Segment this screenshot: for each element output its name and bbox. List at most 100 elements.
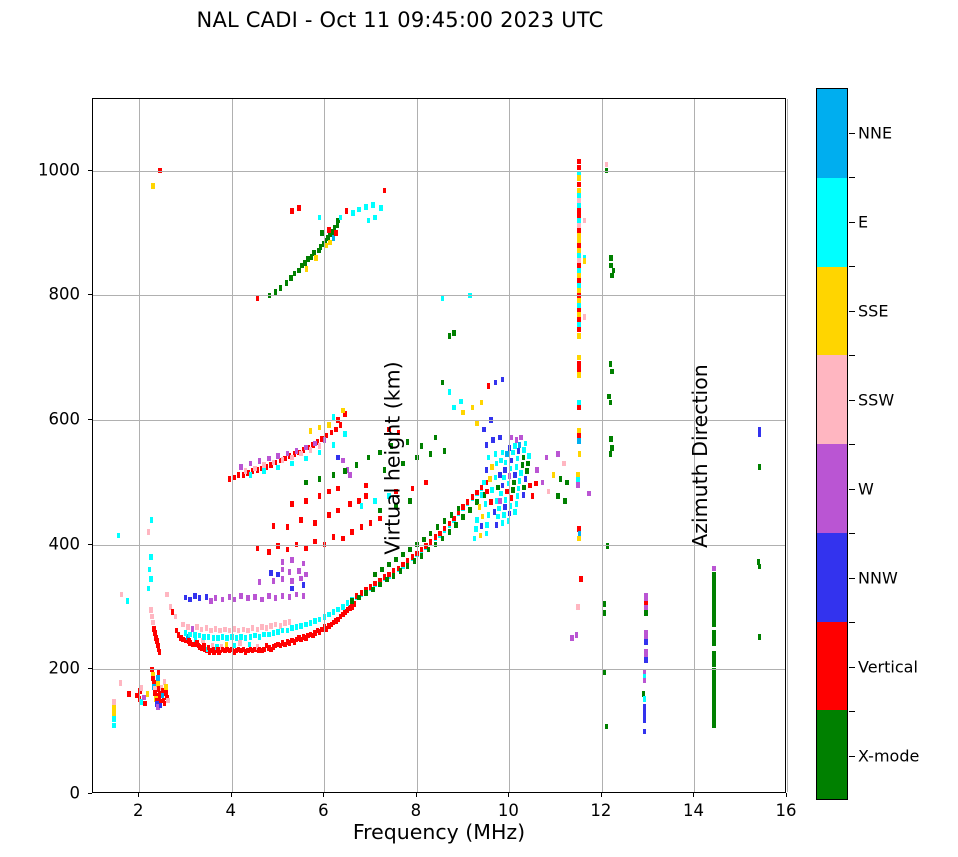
data-point bbox=[151, 619, 155, 626]
data-point bbox=[274, 595, 278, 602]
data-point bbox=[526, 460, 530, 467]
data-point bbox=[183, 637, 188, 644]
data-point bbox=[378, 578, 382, 584]
data-point bbox=[338, 214, 343, 221]
data-point bbox=[150, 613, 154, 620]
data-point bbox=[371, 586, 375, 593]
data-point bbox=[394, 556, 398, 563]
data-point bbox=[577, 207, 581, 214]
data-point bbox=[274, 459, 278, 466]
data-point bbox=[162, 678, 167, 685]
data-point bbox=[373, 580, 377, 587]
data-point bbox=[514, 501, 519, 507]
colorbar-tick bbox=[849, 666, 855, 668]
data-point bbox=[712, 591, 716, 598]
data-point bbox=[253, 646, 257, 653]
data-point bbox=[304, 571, 308, 578]
data-point bbox=[304, 479, 308, 486]
colorbar-band-e[interactable] bbox=[817, 177, 847, 267]
data-point bbox=[135, 692, 139, 699]
colorbar[interactable] bbox=[816, 88, 848, 800]
colorbar-band-ssw[interactable] bbox=[817, 355, 847, 444]
data-point bbox=[243, 649, 248, 655]
data-point bbox=[276, 571, 280, 578]
data-point bbox=[317, 424, 322, 431]
data-point bbox=[304, 621, 308, 628]
colorbar-band-w[interactable] bbox=[817, 444, 847, 533]
data-point bbox=[246, 647, 250, 654]
data-point bbox=[232, 642, 236, 649]
data-point bbox=[227, 476, 232, 483]
data-point bbox=[304, 444, 308, 451]
data-point bbox=[440, 535, 445, 542]
data-point bbox=[290, 585, 294, 592]
data-point bbox=[327, 611, 331, 618]
data-point bbox=[577, 158, 581, 165]
data-point bbox=[516, 448, 521, 454]
data-point bbox=[609, 255, 613, 261]
colorbar-boundary-tick bbox=[849, 711, 855, 712]
data-point bbox=[577, 181, 581, 188]
data-point bbox=[442, 525, 447, 532]
colorbar-band-nne[interactable] bbox=[817, 89, 847, 178]
data-point bbox=[327, 511, 331, 518]
data-point bbox=[290, 460, 294, 467]
data-point bbox=[262, 462, 266, 468]
colorbar-label-nne: NNE bbox=[858, 123, 893, 142]
data-point bbox=[424, 479, 428, 486]
data-point bbox=[576, 482, 580, 488]
data-point bbox=[644, 592, 648, 599]
data-point bbox=[712, 586, 716, 593]
data-point bbox=[151, 183, 155, 190]
data-point bbox=[188, 596, 192, 603]
data-point bbox=[511, 487, 515, 493]
data-point bbox=[577, 428, 581, 435]
data-point bbox=[577, 307, 581, 314]
colorbar-band-sse[interactable] bbox=[817, 266, 847, 356]
data-point bbox=[213, 626, 218, 632]
colorbar-label-ssw: SSW bbox=[858, 390, 895, 409]
data-point bbox=[609, 435, 613, 442]
data-point bbox=[497, 505, 501, 512]
data-point bbox=[519, 434, 523, 441]
data-point bbox=[577, 282, 581, 289]
data-point bbox=[341, 457, 345, 464]
data-point bbox=[292, 451, 296, 458]
data-point bbox=[309, 253, 314, 260]
data-point bbox=[267, 549, 271, 555]
data-point bbox=[268, 292, 272, 299]
data-point bbox=[299, 636, 303, 643]
colorbar-band-vertical[interactable] bbox=[817, 621, 847, 711]
data-point bbox=[608, 451, 612, 458]
data-point bbox=[186, 624, 190, 630]
data-point bbox=[348, 501, 352, 507]
data-point bbox=[223, 626, 227, 633]
data-point bbox=[447, 529, 451, 535]
data-point bbox=[712, 635, 716, 641]
data-point bbox=[712, 660, 716, 667]
data-point bbox=[271, 459, 276, 466]
data-point bbox=[494, 460, 499, 467]
x-axis-tick-label: 16 bbox=[775, 801, 797, 820]
x-axis-tick-label: 6 bbox=[318, 801, 329, 820]
colorbar-band-nnw[interactable] bbox=[817, 532, 847, 622]
data-point bbox=[285, 546, 290, 553]
data-point bbox=[378, 515, 382, 522]
data-point bbox=[179, 635, 183, 641]
data-point bbox=[577, 322, 581, 329]
data-point bbox=[477, 504, 482, 511]
data-point bbox=[522, 484, 526, 491]
data-point bbox=[576, 472, 580, 478]
data-point bbox=[475, 489, 479, 496]
data-point bbox=[308, 631, 313, 638]
colorbar-band-x-mode[interactable] bbox=[817, 710, 847, 799]
data-point bbox=[513, 472, 517, 478]
gridline-vertical bbox=[324, 99, 326, 792]
data-point bbox=[149, 576, 153, 582]
data-point bbox=[260, 465, 264, 472]
data-point bbox=[484, 530, 488, 537]
data-point bbox=[577, 257, 581, 264]
data-point bbox=[287, 453, 292, 459]
data-point bbox=[426, 546, 431, 553]
data-point bbox=[280, 627, 285, 634]
